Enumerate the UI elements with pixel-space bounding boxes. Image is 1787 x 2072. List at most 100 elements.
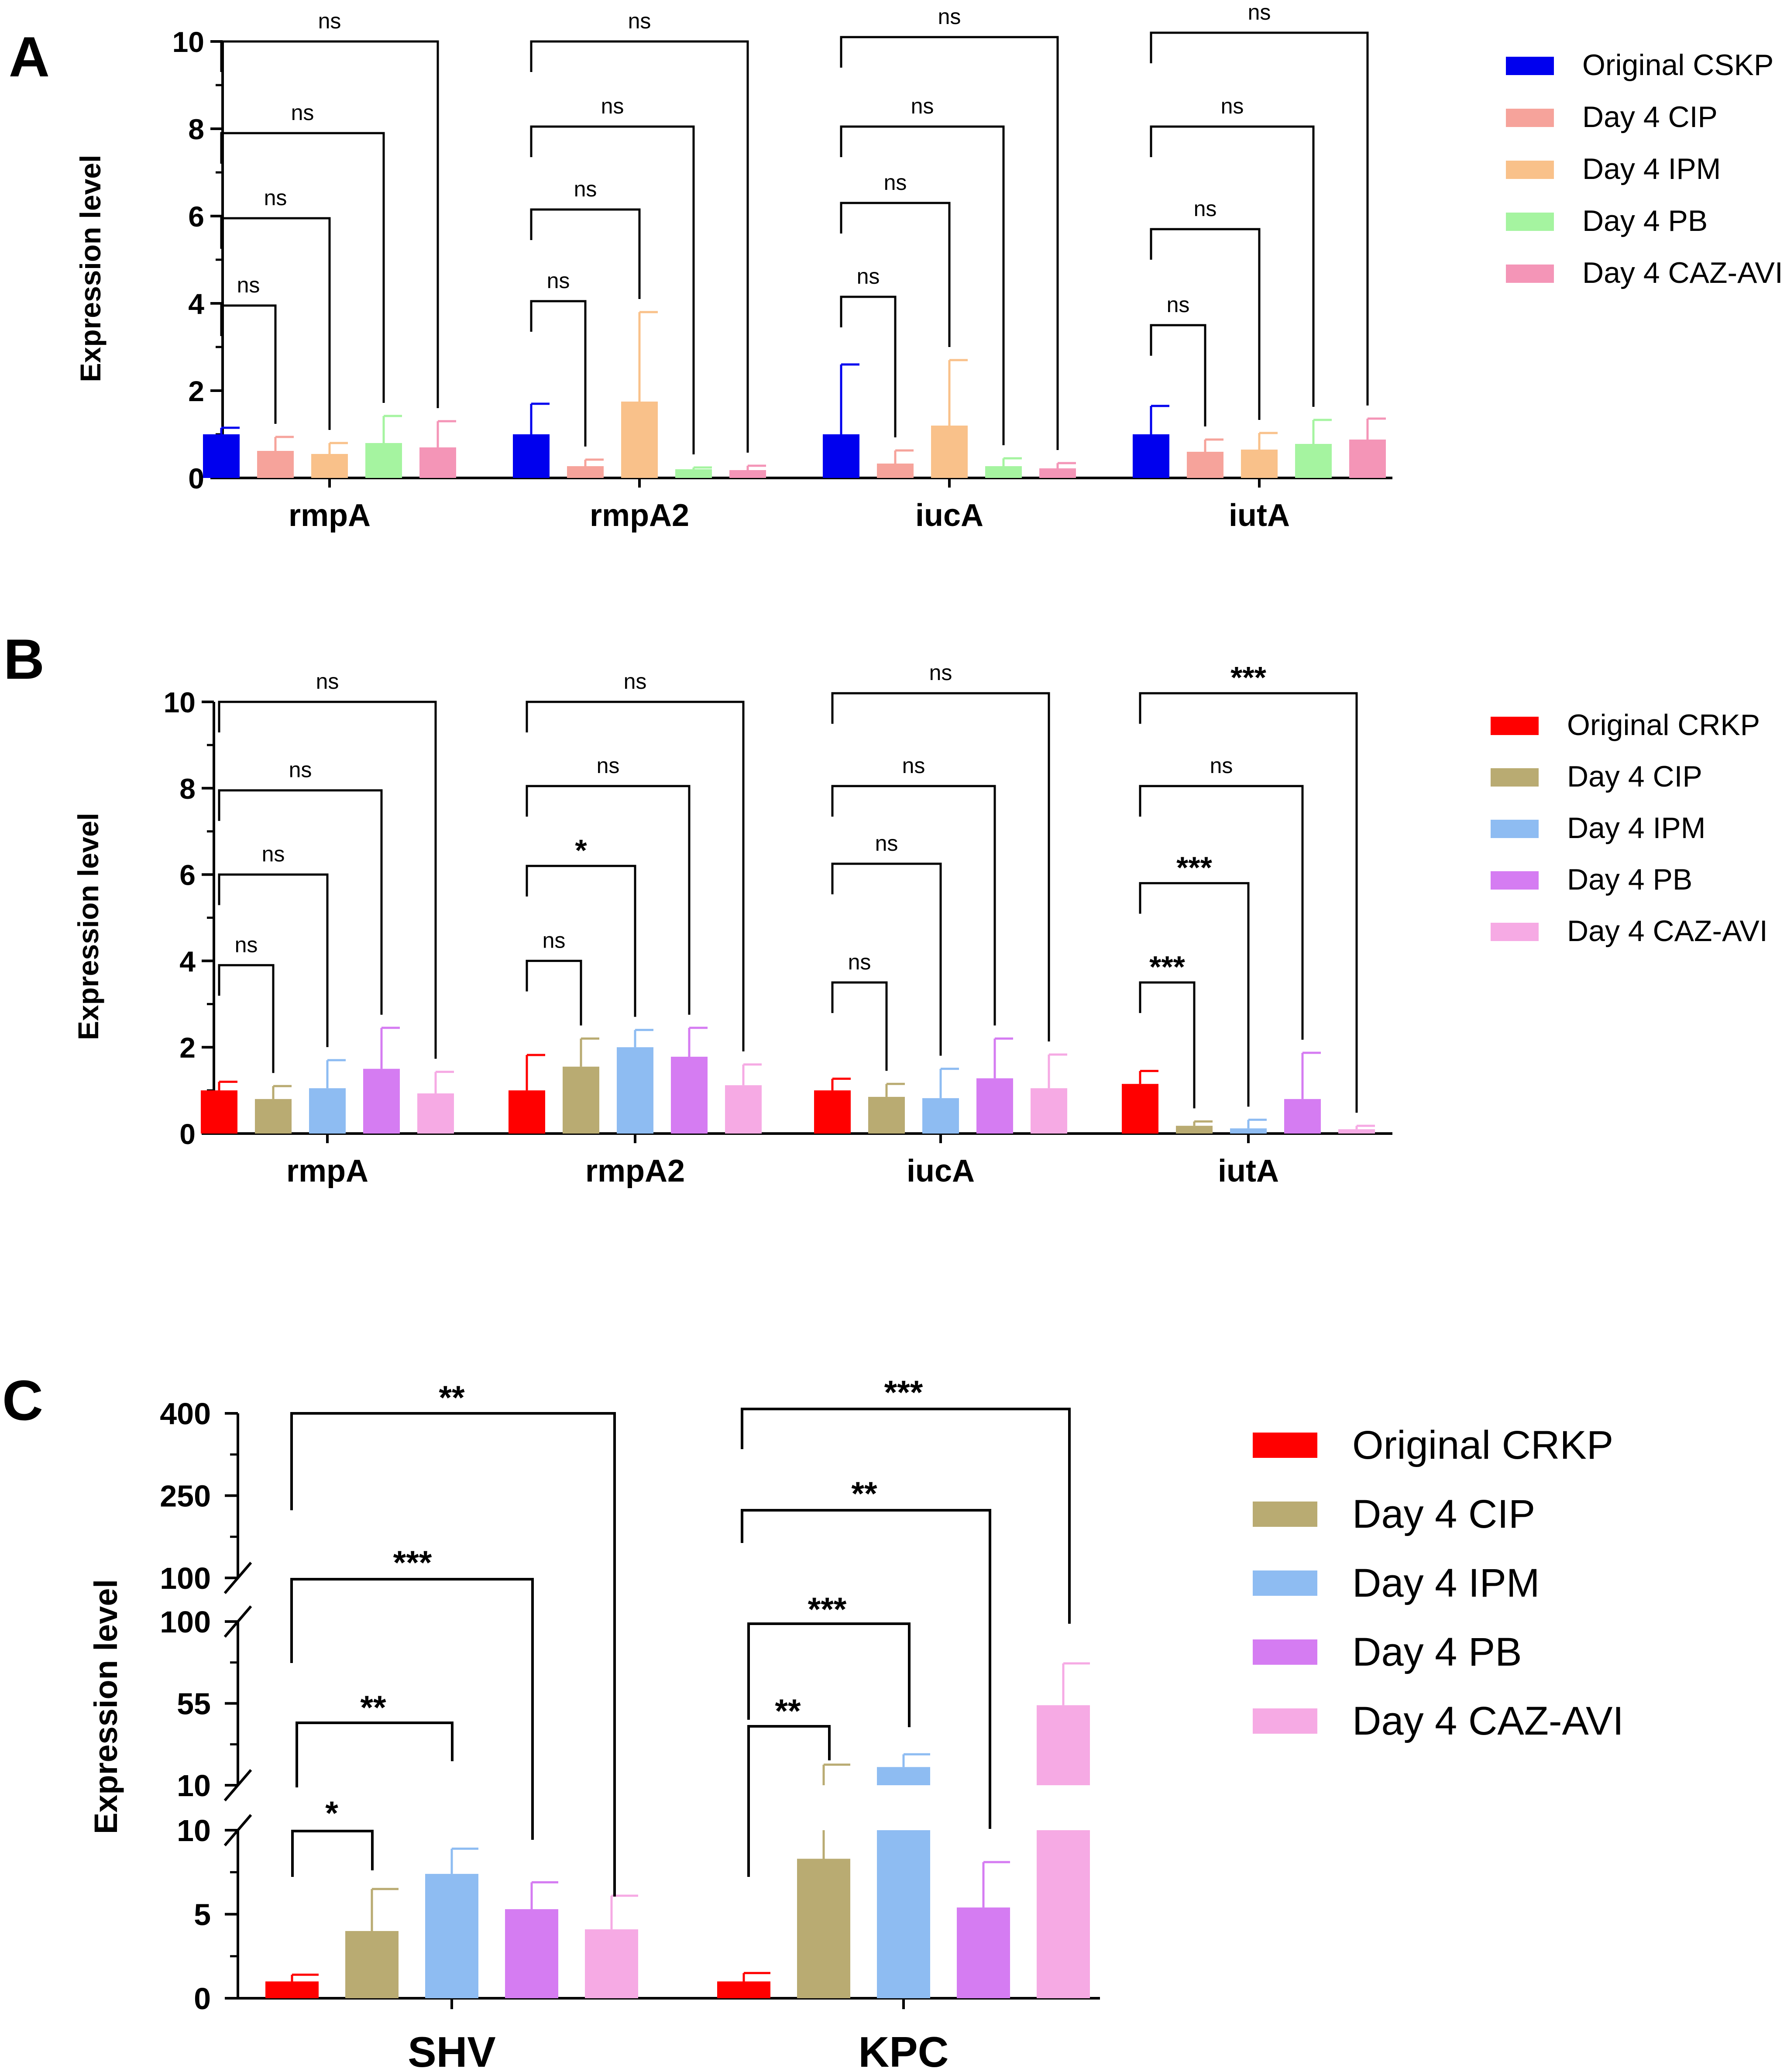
category-label-rmpA: rmpA [289,498,371,533]
bar-rmpA2-Day-4-PB [675,469,712,478]
significance-bracket [530,208,641,299]
y-tick-label: 250 [160,1479,211,1513]
bar-iucA-Day-4-CAZ-AVI [1039,468,1076,478]
bar-SHV-Day-4-PB [505,1909,558,1998]
bar-rmpA-Day-4-PB [365,443,402,478]
significance-bracket [1150,125,1315,407]
y-tick-label: 5 [194,1898,211,1932]
significance-label: *** [808,1591,847,1628]
significance-bracket [1150,228,1261,420]
bar-KPC-Day-4-IPM-upper [877,1767,930,1785]
y-tick-label: 10 [164,686,196,718]
significance-bracket [831,981,888,1071]
significance-bracket [831,862,942,1056]
significance-bracket [530,300,587,447]
significance-bracket [1139,981,1196,1109]
significance-bracket [840,125,1005,445]
significance-label: *** [1230,660,1266,694]
significance-label: ns [911,94,934,118]
y-tick-label: 8 [188,113,204,145]
legend-swatch [1491,768,1539,787]
legend-swatch [1253,1639,1317,1665]
bar-rmpA2-Day-4-PB [671,1056,708,1134]
bar-SHV-Day-4-IPM [425,1874,478,1998]
significance-label: ns [601,94,624,118]
bar-iucA-Day-4-CIP [877,464,914,478]
significance-bracket [218,873,329,1047]
bar-rmpA2-Original-CRKP [509,1090,545,1134]
y-tick-label: 10 [172,26,204,58]
legend-swatch [1253,1502,1317,1527]
legend-swatch [1506,213,1554,231]
y-tick-label: 4 [188,288,204,320]
significance-bracket [526,785,691,1015]
bar-rmpA-Original-CRKP [201,1090,237,1134]
significance-label: ns [884,170,907,195]
category-label-KPC: KPC [859,2028,949,2072]
bar-rmpA2-Day-4-CIP [563,1066,599,1134]
bar-rmpA-Day-4-CAZ-AVI [417,1093,454,1134]
significance-bracket [1150,324,1206,426]
y-tick-label: 8 [179,773,196,805]
significance-label: ns [902,753,925,778]
significance-label: ns [235,932,258,957]
significance-label: ** [360,1689,386,1726]
significance-bracket [831,692,1050,1042]
significance-bracket [530,40,749,453]
bar-KPC-Day-4-CAZ-AVI [1037,1830,1090,1998]
significance-bracket [526,959,582,1026]
bar-iucA-Day-4-CIP [868,1096,905,1134]
bar-rmpA2-Day-4-CAZ-AVI [725,1085,762,1134]
bar-rmpA-Original-CSKP [203,434,240,478]
legend-swatch [1491,871,1539,890]
legend-label: Day 4 IPM [1582,152,1721,186]
significance-label: ns [875,831,898,856]
legend-swatch [1253,1433,1317,1458]
bar-iucA-Day-4-CAZ-AVI [1031,1088,1067,1134]
legend-label: Day 4 CAZ-AVI [1582,256,1783,289]
category-label-rmpA2: rmpA2 [585,1154,685,1189]
bar-iutA-Day-4-IPM [1230,1128,1267,1134]
bar-iutA-Day-4-IPM [1241,450,1278,478]
legend-label: Original CSKP [1582,48,1773,82]
bar-rmpA2-Original-CSKP [513,434,550,478]
legend-swatch [1253,1708,1317,1734]
legend-label: Day 4 PB [1567,863,1692,896]
significance-label: ns [1221,94,1244,118]
significance-label: ns [624,669,647,694]
bar-SHV-Day-4-CAZ-AVI [585,1929,638,1998]
bar-SHV-Day-4-CIP [345,1931,399,1998]
legend-label: Day 4 IPM [1567,811,1705,845]
bar-rmpA2-Day-4-IPM [621,402,658,478]
significance-bracket [220,217,331,430]
y-tick-label: 400 [160,1397,211,1431]
y-tick-label: 6 [188,200,204,233]
bar-iucA-Original-CSKP [823,434,859,478]
significance-bracket [526,865,636,1017]
significance-bracket [1139,785,1304,1040]
significance-bracket [831,785,996,1026]
significance-label: ns [262,842,285,866]
panel-A: A 0 2 4 6 8 10 Expression level rmpA ns ns ns ns rmpA… [9,0,1783,533]
legend-label: Day 4 CAZ-AVI [1352,1699,1624,1743]
bar-rmpA2-Day-4-CAZ-AVI [729,470,766,478]
bar-KPC-Day-4-CAZ-AVI-upper [1037,1705,1090,1785]
significance-label: * [575,833,587,867]
bar-rmpA-Day-4-PB [363,1069,400,1134]
significance-label: ns [574,177,597,201]
category-label-rmpA: rmpA [286,1154,368,1189]
panel-B: B 0 2 4 6 8 10 Expression level rmpA ns ns ns ns rmpA… [3,627,1768,1189]
bar-iucA-Original-CRKP [814,1090,851,1134]
y-tick-label: 55 [177,1687,211,1721]
y-tick-label: 0 [188,462,204,495]
y-tick-label: 2 [188,375,204,407]
panel-C: C 0 5 10 10 55 100 100 250 400 Expression level SHV… [2,1368,1624,2072]
y-tick-label: 100 [160,1605,211,1639]
significance-bracket [530,125,695,454]
significance-bracket [840,36,1059,450]
significance-bracket [747,1622,911,1727]
significance-label: ns [264,186,287,210]
y-tick-label: 10 [177,1769,211,1803]
significance-bracket [741,1408,1071,1624]
